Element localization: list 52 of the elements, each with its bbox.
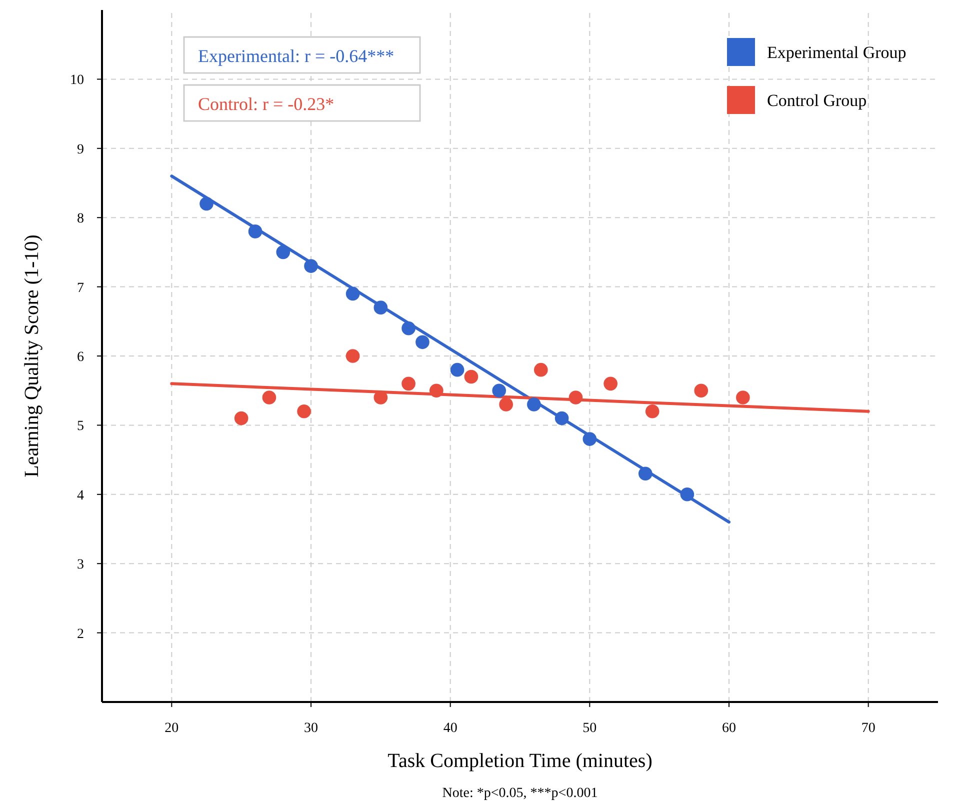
y-tick-label: 4	[77, 488, 84, 504]
point	[450, 362, 464, 377]
point	[694, 384, 708, 398]
legend-label: Control Group	[767, 91, 867, 110]
y-tick-label: 5	[77, 419, 84, 434]
x-tick-label: 30	[304, 721, 318, 736]
annotation: Experimental: r = -0.64***	[198, 46, 394, 66]
y-tick-label: 8	[77, 212, 84, 227]
point	[638, 466, 652, 481]
point	[346, 349, 360, 363]
x-tick-label: 70	[861, 721, 876, 736]
x-tick-label: 50	[582, 721, 597, 736]
y-tick-label: 3	[77, 558, 84, 573]
point	[374, 300, 388, 314]
y-tick-label: 10	[70, 73, 84, 88]
point	[374, 390, 388, 404]
point	[604, 376, 618, 391]
point	[276, 245, 290, 260]
point	[262, 390, 276, 404]
text: Note: *p<0.05, ***p<0.001	[442, 786, 598, 801]
legend-label: Experimental Group	[767, 43, 906, 62]
y-axis-title: Learning Quality Score (1-10)	[21, 234, 43, 478]
point	[499, 398, 513, 412]
y-tick-label: 9	[77, 142, 84, 158]
point	[234, 411, 248, 426]
point	[248, 224, 262, 238]
point	[402, 321, 416, 336]
point	[416, 335, 430, 350]
point	[554, 411, 569, 426]
point	[346, 286, 360, 301]
y-tick-label: 2	[77, 626, 84, 642]
point	[200, 196, 214, 211]
x-tick-label: 40	[443, 721, 458, 736]
point	[645, 404, 660, 418]
annotation: Control: r = -0.23*	[198, 94, 334, 114]
point	[582, 432, 597, 446]
point	[429, 384, 444, 398]
point	[568, 390, 583, 404]
x-tick-label: 20	[164, 721, 179, 736]
y-tick-label: 7	[77, 280, 84, 296]
point	[402, 376, 416, 391]
point	[492, 384, 506, 398]
point	[736, 390, 750, 404]
x-tick-label: 60	[722, 721, 736, 736]
y-tick-label: 6	[77, 350, 84, 365]
point	[527, 398, 541, 412]
point	[297, 404, 311, 418]
point	[304, 259, 318, 273]
point	[534, 362, 548, 377]
x-axis-title: Task Completion Time (minutes)	[388, 750, 652, 772]
point	[464, 370, 478, 384]
point	[680, 488, 694, 502]
